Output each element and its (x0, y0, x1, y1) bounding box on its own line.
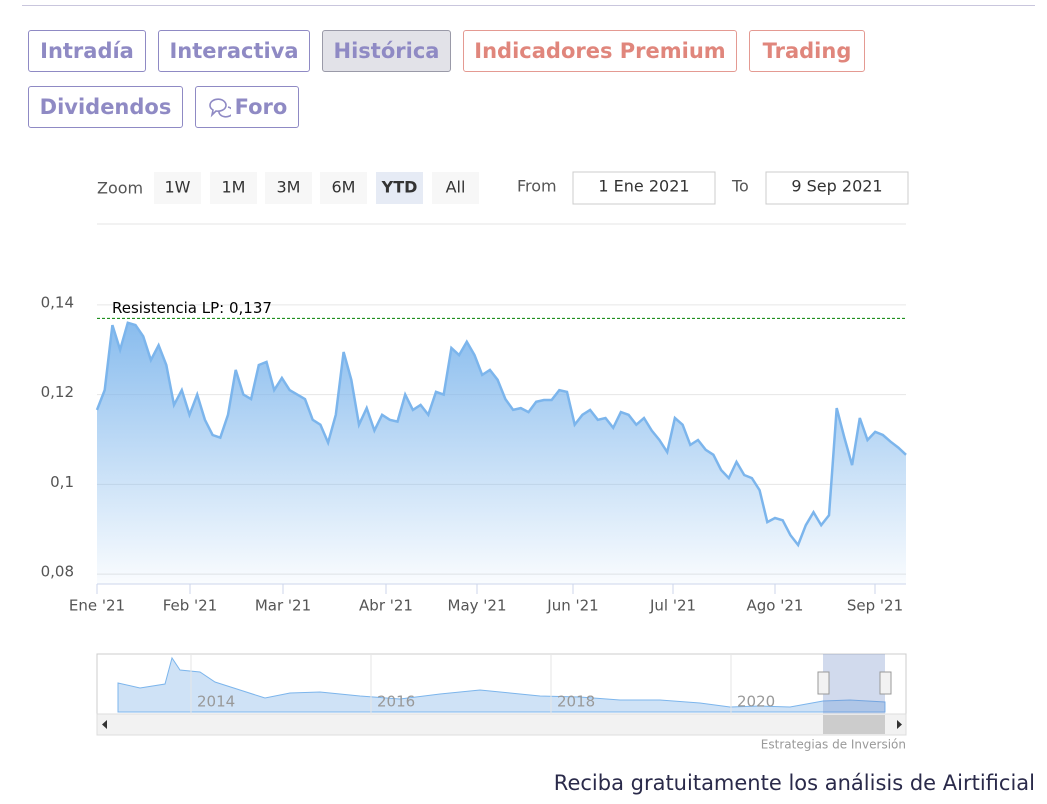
to-input[interactable] (765, 171, 909, 205)
credits[interactable]: Estrategias de Inversión (761, 738, 906, 752)
to-value: 9 Sep 2021 (791, 177, 882, 196)
area (97, 322, 906, 584)
tab[interactable]: Dividendos (28, 86, 183, 128)
footer-text: Reciba gratuitamente los análisis de Air… (554, 771, 1035, 795)
tab-label: Foro (234, 95, 288, 119)
navigator-mask (823, 654, 885, 714)
zoom-button-label: 3M (277, 178, 301, 197)
zoom-button-label: YTD (381, 178, 418, 197)
navigator-label: 2018 (557, 693, 595, 711)
x-tick-label: May '21 (448, 597, 507, 615)
zoom-button-label: 6M (332, 178, 356, 197)
navigator-handle[interactable] (879, 671, 892, 695)
zoom-button[interactable] (320, 172, 367, 204)
tab-label: Interactiva (169, 39, 299, 63)
tab-label: Intradía (40, 39, 134, 63)
chat-icon (208, 98, 231, 118)
y-tick-label: 0,12 (41, 383, 74, 401)
to-label: To (731, 177, 749, 196)
tab-label: Indicadores Premium (474, 39, 726, 63)
tab[interactable]: Indicadores Premium (463, 30, 737, 72)
from-label: From (517, 177, 557, 196)
scrollbar[interactable] (96, 713, 907, 736)
tab-label: Trading (762, 39, 852, 63)
zoom-button[interactable] (154, 172, 201, 204)
divider (22, 5, 1035, 6)
from-input[interactable] (572, 171, 716, 205)
tab[interactable]: Interactiva (158, 30, 310, 72)
y-tick-label: 0,14 (41, 293, 74, 311)
zoom-button[interactable] (265, 172, 312, 204)
navigator-label: 2020 (737, 693, 775, 711)
tab[interactable]: Intradía (28, 30, 146, 72)
x-tick-label: Jun '21 (546, 597, 598, 615)
x-tick-label: Jul '21 (649, 597, 696, 615)
line (95, 321, 907, 548)
tab[interactable]: Foro (195, 86, 299, 128)
navigator-handle[interactable] (817, 671, 830, 695)
zoom-label: Zoom (97, 179, 143, 198)
zoom-button-label: All (446, 178, 466, 197)
navigator-label: 2014 (197, 693, 235, 711)
x-tick-label: Ago '21 (747, 597, 804, 615)
y-tick-label: 0,08 (41, 563, 74, 581)
navigator-line (117, 656, 886, 713)
tab-label: Dividendos (39, 95, 172, 119)
x-tick-label: Mar '21 (255, 597, 311, 615)
tab[interactable]: Trading (749, 30, 865, 72)
zoom-button-label: 1W (165, 178, 191, 197)
tab[interactable]: Histórica (322, 30, 451, 72)
x-tick-label: Ene '21 (69, 597, 125, 615)
x-tick-label: Feb '21 (163, 597, 218, 615)
zoom-button[interactable] (432, 172, 479, 204)
y-tick-label: 0,1 (50, 473, 74, 491)
x-tick-label: Sep '21 (847, 597, 903, 615)
zoom-button[interactable] (376, 172, 423, 204)
navigator-label: 2016 (377, 693, 415, 711)
scrollbar-thumb[interactable] (823, 715, 885, 734)
zoom-button[interactable] (210, 172, 257, 204)
zoom-button-label: 1M (222, 178, 246, 197)
tab-label: Histórica (333, 39, 440, 63)
x-tick-label: Abr '21 (359, 597, 413, 615)
from-value: 1 Ene 2021 (598, 177, 689, 196)
resistance-label: Resistencia LP: 0,137 (112, 299, 272, 317)
